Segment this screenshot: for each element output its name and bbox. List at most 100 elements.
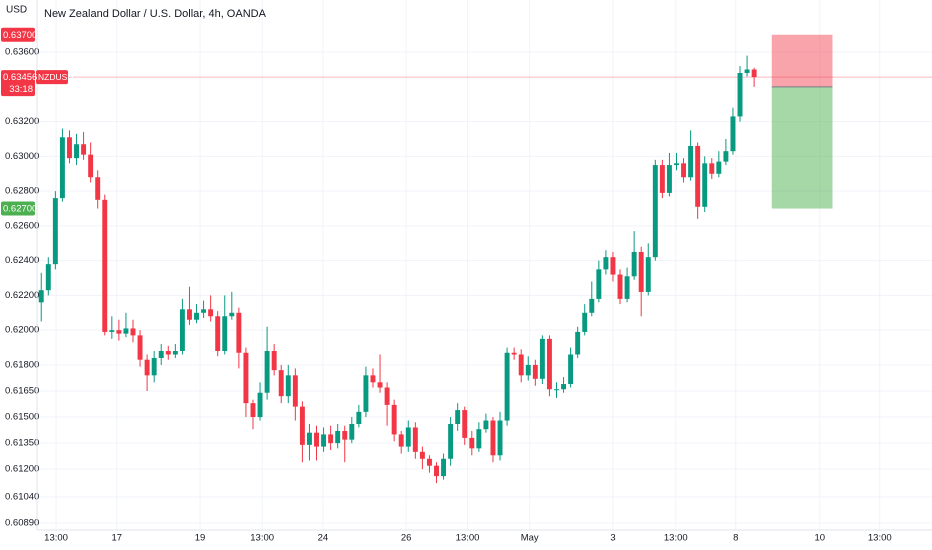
candle-body	[462, 410, 468, 438]
candle-body	[511, 352, 517, 355]
x-tick-label: 19	[195, 533, 206, 544]
y-tick-label: 0.63000	[5, 151, 39, 162]
candle-body	[490, 420, 496, 456]
candle-body	[688, 145, 694, 178]
candle-body	[539, 338, 545, 379]
candle-body	[448, 424, 454, 459]
x-tick-label: 17	[111, 533, 122, 544]
y-tick-label: 0.62200	[5, 290, 39, 301]
symbol-badge	[36, 70, 68, 85]
x-tick-label: 26	[401, 533, 412, 544]
candle-body	[441, 458, 447, 477]
candle-body	[716, 161, 722, 174]
plot	[37, 34, 932, 484]
candle-body	[306, 432, 312, 445]
symbol-label: NZDUSD	[38, 72, 73, 82]
candle-body	[476, 429, 482, 449]
x-tick-label: 24	[318, 533, 329, 544]
candle-body	[730, 116, 736, 152]
candle-body	[532, 364, 538, 379]
y-tick-label: 0.61350	[5, 438, 39, 449]
candle-body	[356, 411, 362, 424]
candle-body	[674, 163, 679, 166]
candle-body	[74, 144, 79, 159]
candle-body	[172, 351, 178, 355]
candle-body	[652, 165, 658, 258]
last-price-label: 0.63456	[3, 72, 37, 83]
candle-body	[151, 357, 157, 376]
candle-body	[744, 69, 750, 73]
y-tick-label: 0.61650	[5, 385, 39, 396]
candle-body	[66, 137, 72, 159]
y-tick-label: 0.60890	[5, 518, 39, 529]
candle-body	[610, 257, 616, 275]
candle-body	[215, 316, 221, 352]
candle-body	[321, 434, 327, 447]
candle-body	[123, 328, 129, 334]
candle-body	[398, 434, 404, 447]
candle-body	[88, 154, 94, 178]
candle-body	[370, 375, 376, 383]
candle-body	[751, 69, 757, 78]
candle-body	[546, 338, 552, 390]
x-tick-label: 13:00	[250, 533, 274, 544]
candle-body	[59, 137, 65, 199]
candle-body	[144, 359, 150, 376]
candle-body	[426, 458, 432, 466]
candle-body	[186, 309, 192, 320]
candle-body	[229, 312, 235, 317]
candle-body	[109, 330, 115, 332]
candle-body	[271, 351, 277, 371]
candle-body	[257, 392, 263, 418]
candle-body	[518, 354, 524, 376]
candle-body	[405, 427, 411, 447]
candle-body	[201, 309, 207, 313]
candle-body	[434, 465, 439, 477]
candle-body	[299, 406, 305, 445]
stop-zone	[771, 34, 833, 87]
candle-body	[384, 387, 390, 405]
candle-body	[264, 351, 270, 393]
candle-body	[582, 312, 588, 332]
x-tick-label: 10	[814, 533, 825, 544]
candle-body	[165, 351, 171, 355]
candle-body	[483, 420, 489, 430]
candle-body	[130, 328, 136, 336]
candle-body	[568, 354, 574, 385]
currency-label: USD	[6, 5, 27, 16]
candle-body	[116, 330, 122, 334]
y-tick-label: 0.62600	[5, 220, 39, 231]
y-tick-label: 0.63600	[5, 47, 39, 58]
candle-body	[419, 451, 425, 459]
price-badge-label: 0.62700	[3, 204, 37, 215]
candle-body	[596, 269, 602, 299]
candle-body	[137, 335, 143, 360]
candle-body	[314, 432, 319, 447]
chart-title: New Zealand Dollar / U.S. Dollar, 4h, OA…	[44, 8, 267, 20]
candle-body	[702, 163, 708, 207]
candle-body	[38, 290, 44, 303]
y-tick-label: 0.61040	[5, 491, 39, 502]
candle-body	[250, 403, 256, 418]
candle-body	[575, 331, 581, 355]
candle-body	[363, 375, 369, 412]
candle-body	[81, 144, 87, 155]
candle-body	[638, 251, 644, 292]
candle-body	[455, 410, 461, 424]
candle-body	[624, 276, 630, 299]
countdown-label: 33:18	[9, 84, 33, 95]
candle-body	[504, 352, 510, 421]
candle-body	[469, 437, 475, 449]
candle-body	[695, 145, 701, 207]
candle-body	[342, 430, 348, 440]
candle-body	[723, 151, 729, 162]
candle-body	[391, 404, 397, 435]
last-price-badge	[1, 70, 35, 97]
candle-body	[285, 375, 291, 397]
x-tick-label: 13:00	[868, 533, 892, 544]
candle-body	[603, 257, 609, 270]
candle-body	[95, 177, 101, 200]
candle-body	[561, 384, 567, 390]
